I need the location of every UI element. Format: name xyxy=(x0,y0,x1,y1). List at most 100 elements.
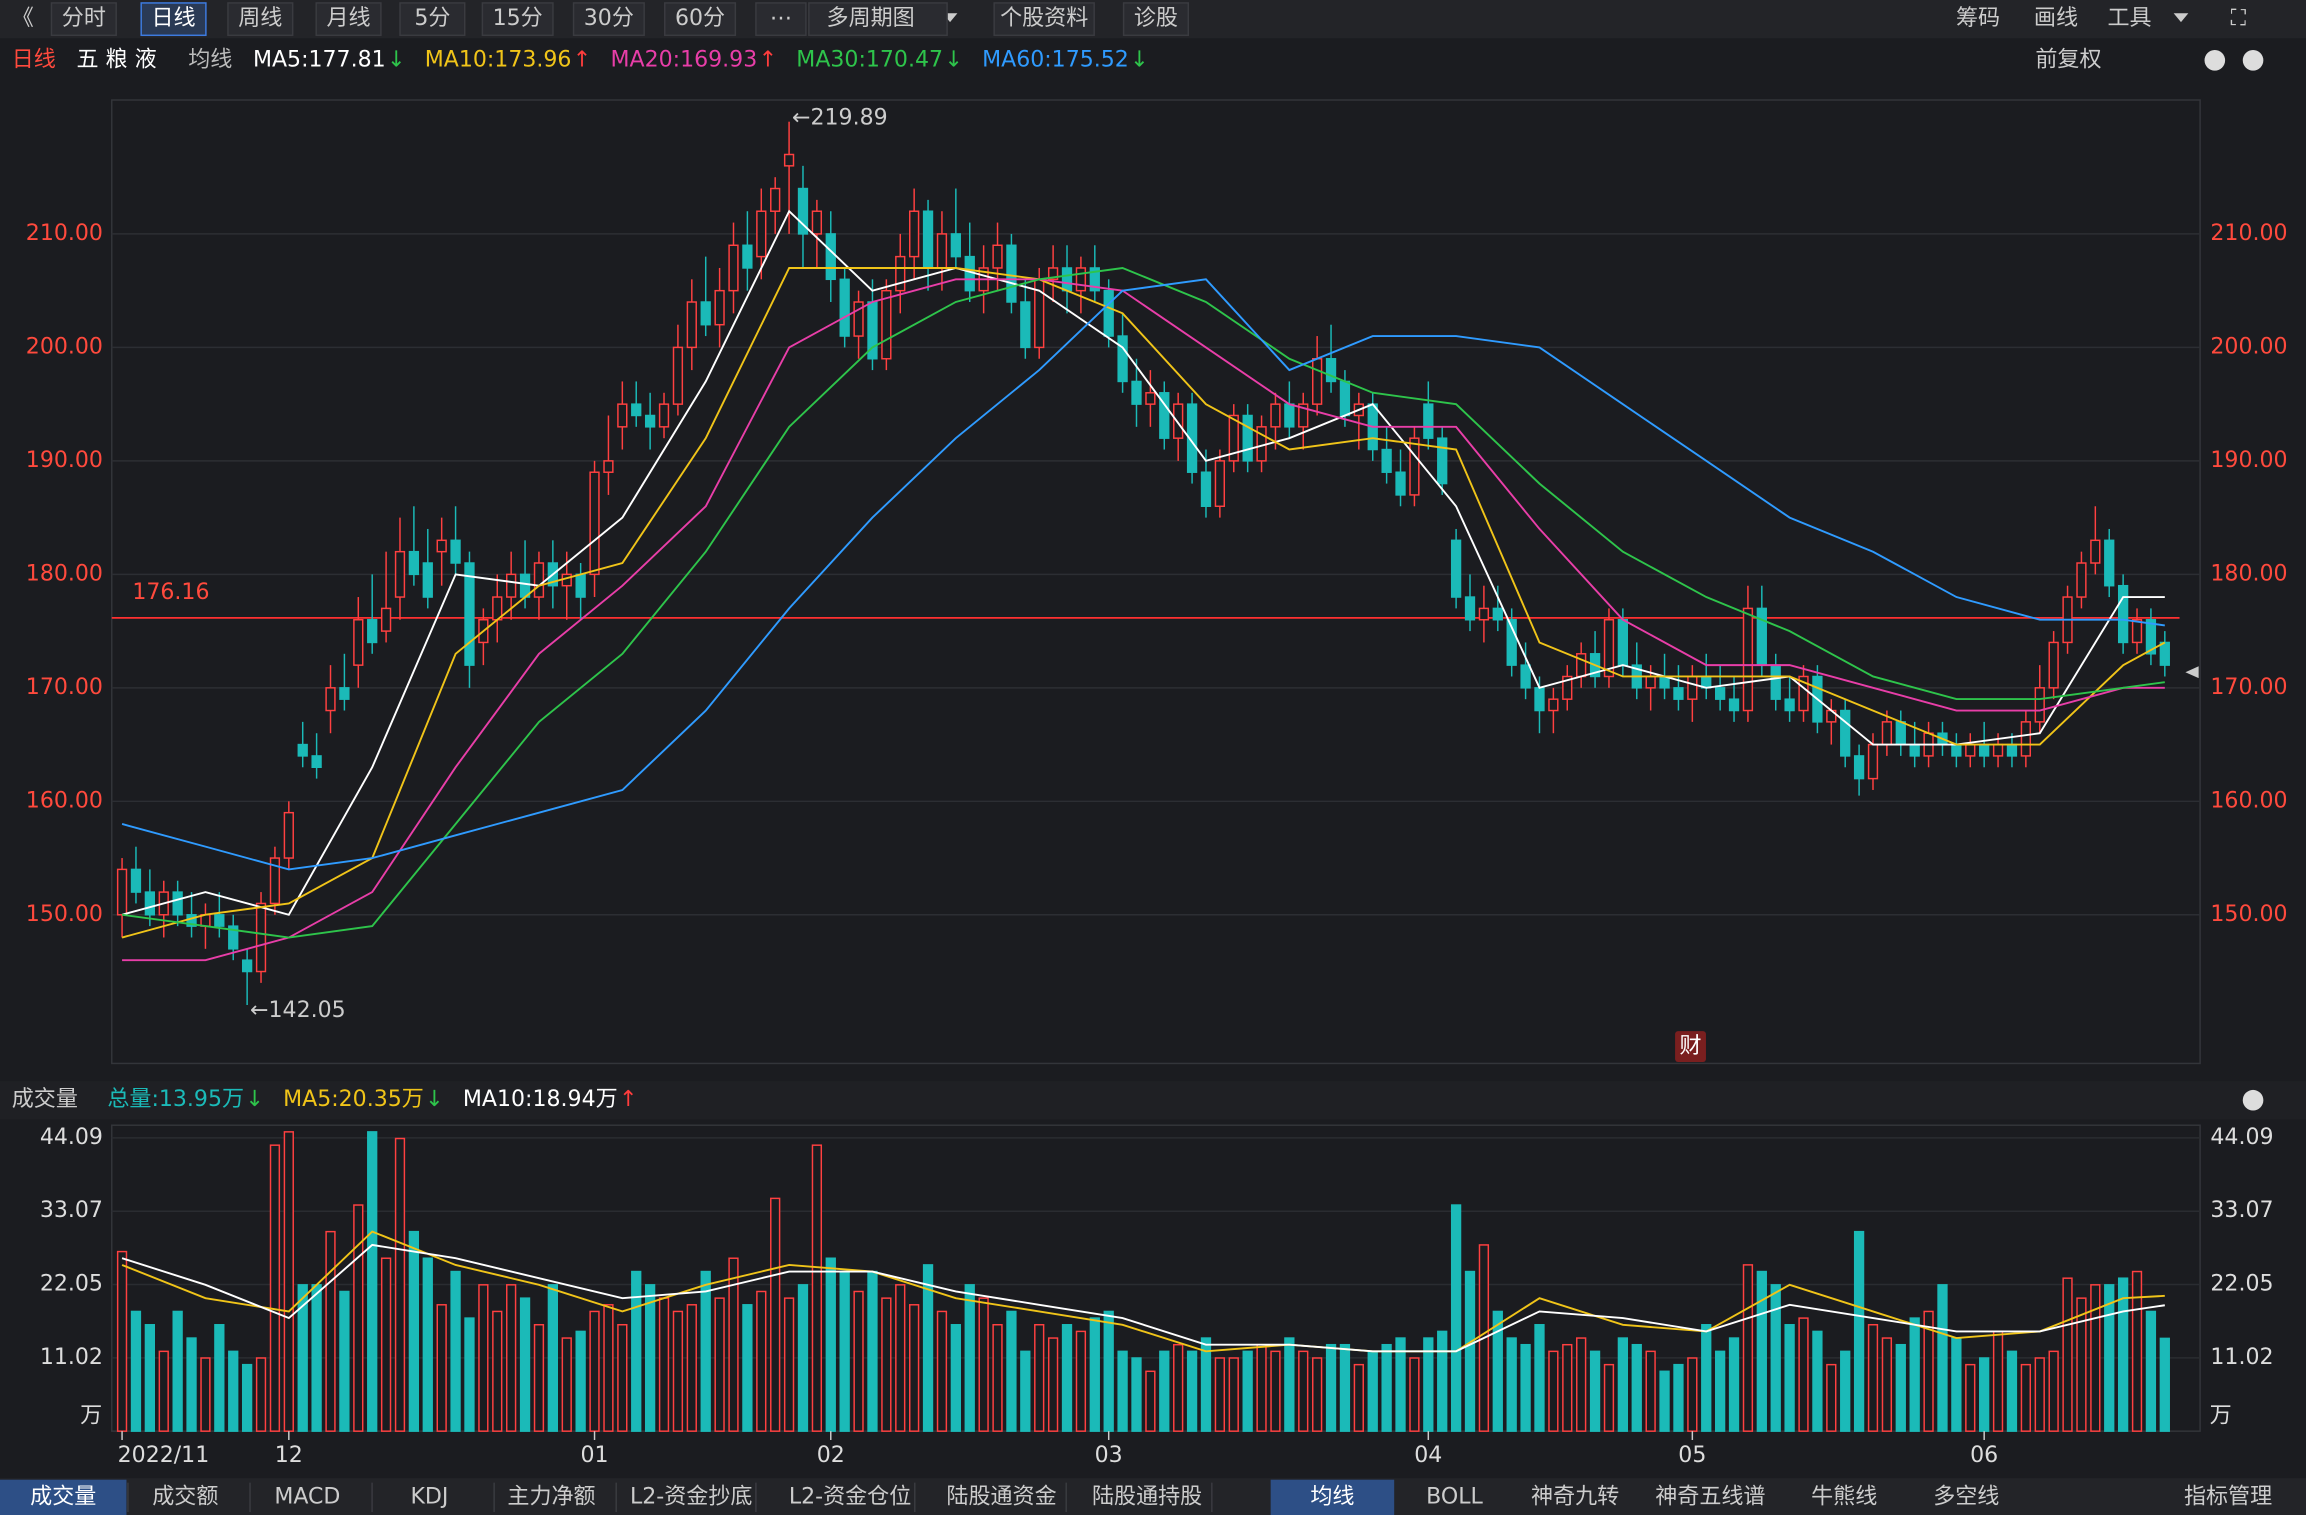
bottom-tab[interactable]: 神奇九转 xyxy=(1531,1484,1619,1509)
toolbar-tab[interactable]: 60分 xyxy=(675,6,725,31)
toolbar-tab[interactable]: ⋯ xyxy=(770,6,792,31)
candle-body xyxy=(228,925,239,950)
volume-bar xyxy=(1520,1343,1531,1432)
bottom-tab[interactable]: 均线 xyxy=(1310,1484,1354,1509)
volume-bar xyxy=(797,1284,809,1432)
volume-bar xyxy=(1534,1324,1545,1432)
volume-bar xyxy=(297,1284,308,1432)
fullscreen-icon[interactable]: ⛶ xyxy=(2231,6,2247,31)
volume-bar xyxy=(436,1304,447,1432)
indicator-manage[interactable]: 指标管理 xyxy=(2184,1484,2272,1509)
volume-bar xyxy=(367,1131,378,1432)
volume-bar xyxy=(1034,1324,1045,1432)
x-tick-label: 03 xyxy=(1095,1443,1123,1468)
volume-bar xyxy=(1645,1350,1656,1432)
tab-bg[interactable] xyxy=(572,2,645,37)
bottom-tab[interactable]: L2-资金抄底 xyxy=(630,1484,752,1509)
bottom-tab[interactable]: 牛熊线 xyxy=(1811,1484,1877,1509)
legend-item: MA5:177.81 xyxy=(253,47,386,72)
candle-body xyxy=(1951,743,1962,757)
bottom-tab[interactable]: MACD xyxy=(274,1484,340,1509)
volume-bar xyxy=(1617,1337,1629,1432)
y-tick-label-right: 150.00 xyxy=(2210,902,2287,927)
tab-bg[interactable] xyxy=(755,2,807,37)
volume-bar xyxy=(1311,1357,1323,1432)
volume-bar xyxy=(130,1310,142,1432)
close-icon[interactable] xyxy=(2242,1089,2264,1111)
candle-body xyxy=(283,811,294,859)
candle-body xyxy=(533,562,545,598)
volume-bar xyxy=(922,1264,934,1432)
tab-bg[interactable] xyxy=(664,2,737,37)
tab-bg[interactable] xyxy=(50,2,117,37)
toolbar-tab[interactable]: 多周期图 xyxy=(827,6,915,31)
toolbar-right[interactable]: 筹码 xyxy=(1956,6,2000,31)
candle-body xyxy=(380,607,392,632)
bottom-tab[interactable]: 陆股通资金 xyxy=(946,1484,1056,1509)
candle-body xyxy=(1534,687,1545,712)
volume-bar xyxy=(144,1324,156,1432)
candle-body xyxy=(617,403,628,428)
bottom-tab[interactable]: 成交额 xyxy=(152,1484,218,1509)
bottom-tab-active[interactable] xyxy=(1270,1479,1395,1515)
candle-body xyxy=(909,210,920,258)
event-marker-bg[interactable] xyxy=(1675,1031,1706,1062)
y-tick-label: 210.00 xyxy=(26,221,103,246)
bottom-tab-active[interactable] xyxy=(0,1479,127,1515)
ma-line xyxy=(122,278,2165,962)
bottom-tab[interactable]: 成交量 xyxy=(30,1484,96,1509)
y-tick-label-right: 33.07 xyxy=(2210,1198,2273,1223)
volume-bar xyxy=(1798,1317,1809,1432)
bottom-tab[interactable]: KDJ xyxy=(410,1484,448,1509)
bottom-tab[interactable]: 陆股通持股 xyxy=(1092,1484,1202,1509)
tab-bg[interactable] xyxy=(315,2,382,37)
adjust-label[interactable]: 前复权 xyxy=(2035,47,2101,72)
bottom-tab[interactable]: BOLL xyxy=(1426,1484,1483,1509)
toolbar-tab[interactable]: 日线 xyxy=(151,6,195,31)
candle-body xyxy=(506,573,517,598)
event-marker[interactable]: 财 xyxy=(1680,1034,1702,1059)
tab-bg[interactable] xyxy=(993,2,1095,37)
bottom-tab[interactable]: 多空线 xyxy=(1933,1484,1999,1509)
toolbar-tab[interactable]: 分时 xyxy=(62,6,106,31)
volume-bar xyxy=(1214,1357,1226,1432)
candle-body xyxy=(2034,687,2045,723)
toolbar-tab[interactable]: 15分 xyxy=(493,6,543,31)
toolbar-tab[interactable]: 周线 xyxy=(238,6,282,31)
candle-body xyxy=(1228,414,1239,462)
toolbar-tab[interactable]: 诊股 xyxy=(1134,6,1178,31)
reference-label: 176.16 xyxy=(132,580,209,605)
volume-bar xyxy=(311,1284,322,1432)
volume-bar xyxy=(992,1324,1003,1432)
toolbar-tab[interactable]: 个股资料 xyxy=(1000,6,1088,31)
tab-bg[interactable] xyxy=(140,2,207,37)
toolbar-tab[interactable]: 月线 xyxy=(327,6,371,31)
tab-bg[interactable] xyxy=(399,2,466,37)
tab-bg[interactable] xyxy=(227,2,294,37)
toolbar-tab[interactable]: 30分 xyxy=(584,6,634,31)
toolbar-right[interactable]: 工具 xyxy=(2107,6,2151,31)
bottom-tab[interactable]: 神奇五线谱 xyxy=(1655,1484,1765,1509)
ma-line xyxy=(121,267,2166,939)
legend-item: MA5:20.35万 xyxy=(283,1087,424,1112)
volume-bar xyxy=(1742,1264,1754,1432)
bottom-tab[interactable]: 主力净额 xyxy=(507,1484,595,1509)
tab-bg[interactable] xyxy=(1122,2,1190,37)
volume-bar xyxy=(1784,1324,1795,1432)
tab-bg[interactable] xyxy=(481,2,554,37)
candle-body xyxy=(1061,267,1073,292)
y-tick-label: 33.07 xyxy=(40,1198,103,1223)
bottom-tab[interactable]: L2-资金仓位 xyxy=(789,1484,911,1509)
candle-body xyxy=(839,278,850,337)
tab-bg[interactable] xyxy=(808,2,948,37)
toolbar-tab[interactable]: 5分 xyxy=(414,6,450,31)
volume-bar xyxy=(1006,1310,1017,1432)
volume-bar xyxy=(895,1284,906,1432)
y-tick-label: 190.00 xyxy=(26,448,103,473)
volume-title: 成交量 xyxy=(12,1087,78,1112)
back-button[interactable]: 《 xyxy=(12,6,34,31)
zoom-out-icon[interactable] xyxy=(2242,50,2264,71)
toolbar-right[interactable]: 画线 xyxy=(2034,6,2078,31)
zoom-in-icon[interactable] xyxy=(2204,50,2226,71)
